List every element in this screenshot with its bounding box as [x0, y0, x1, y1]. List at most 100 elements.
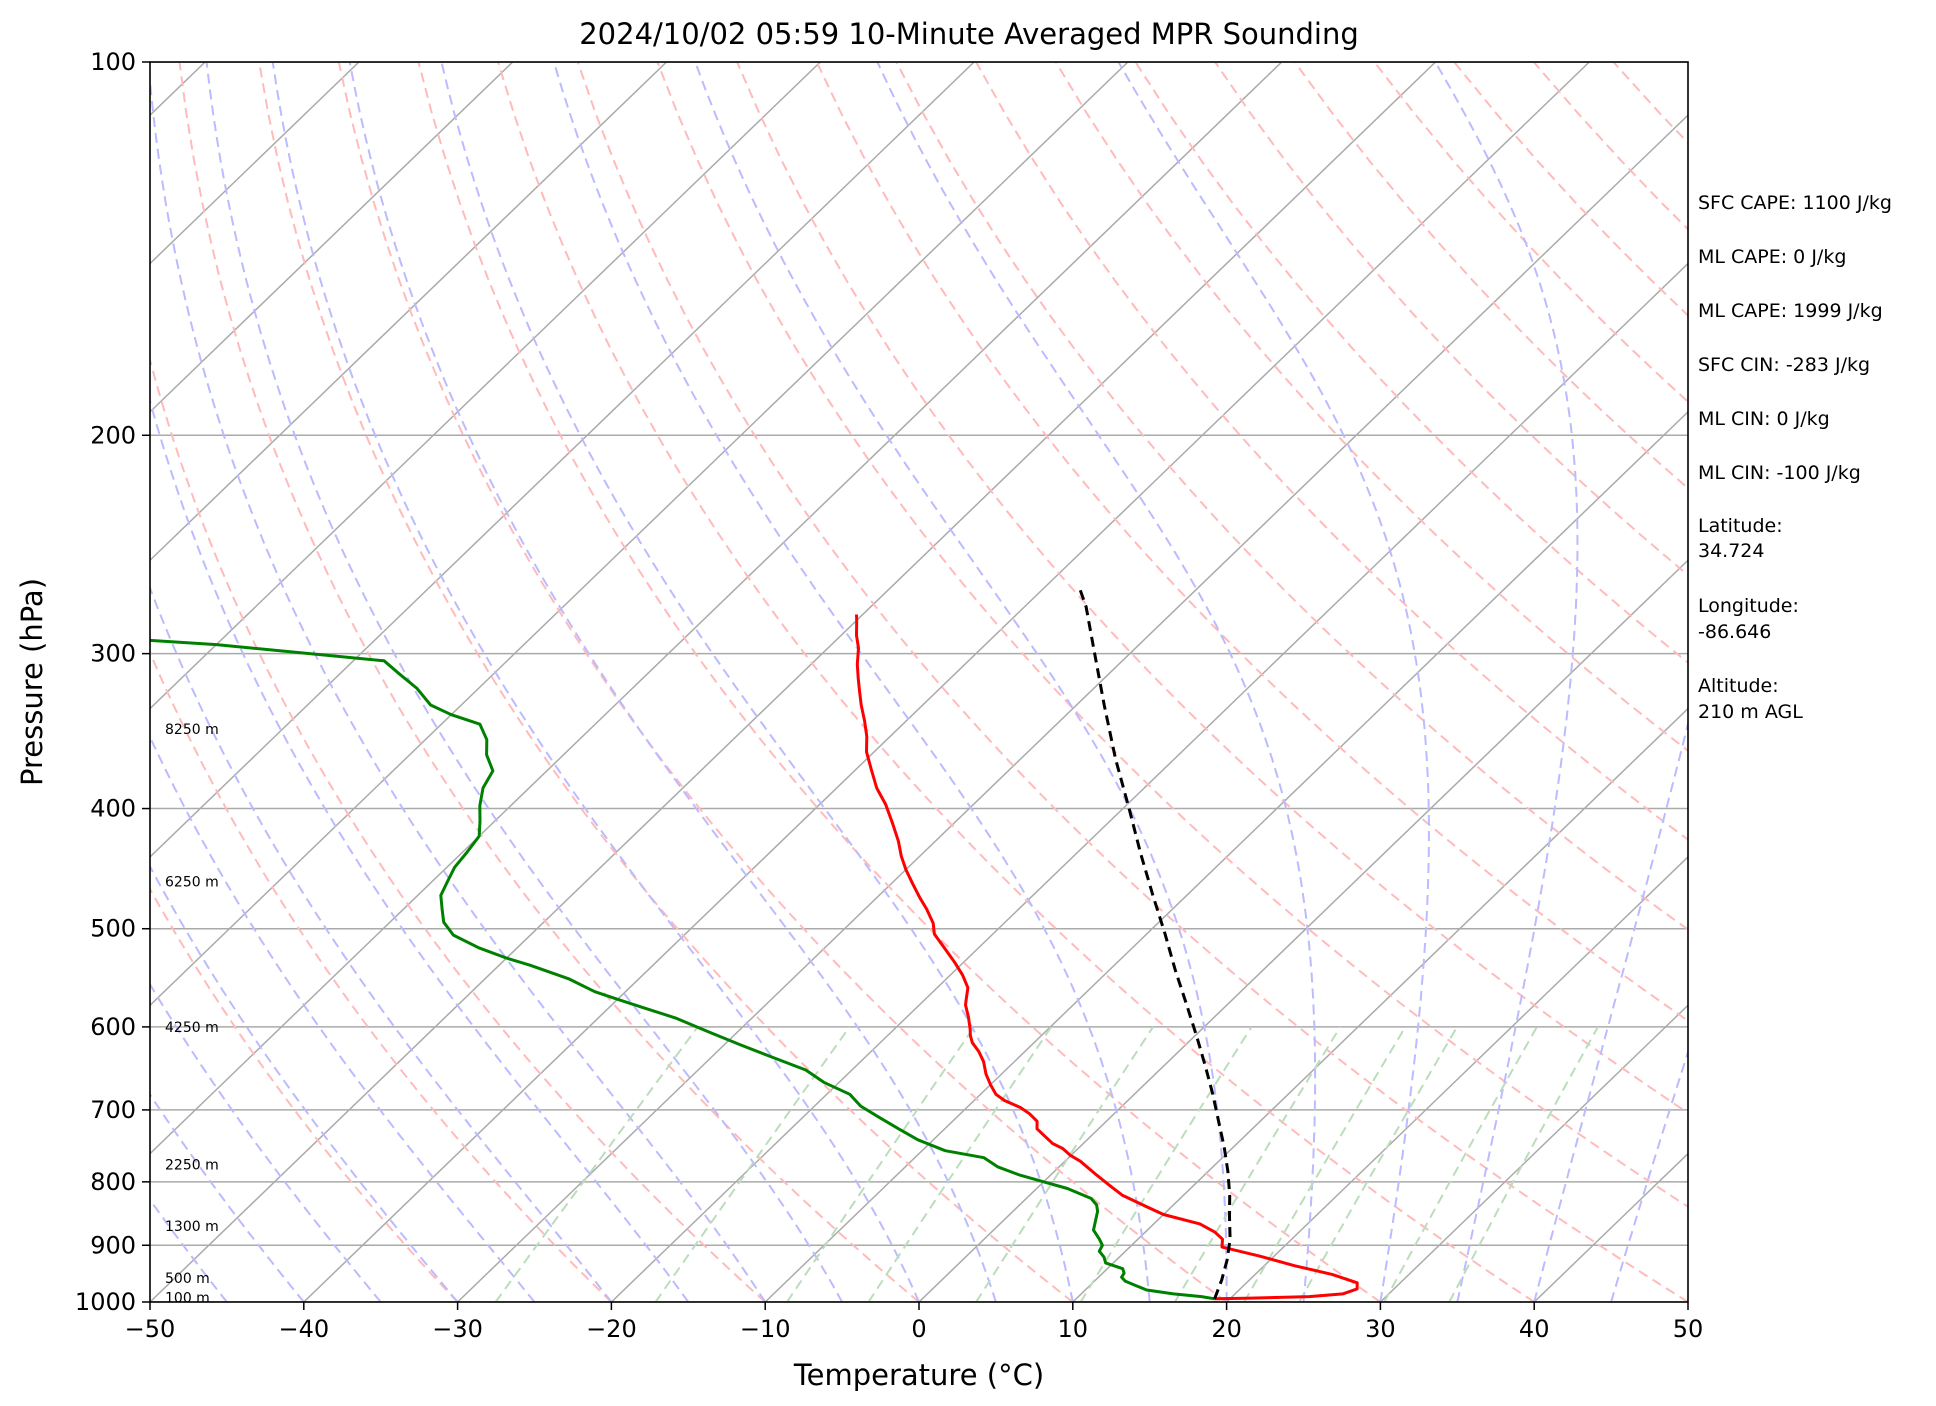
mixing-ratio-line: [1079, 1026, 1253, 1302]
x-tick-label: 30: [1365, 1315, 1396, 1343]
y-tick-label: 800: [90, 1168, 136, 1196]
ml-cin-text: ML CIN: 0 J/kg: [1698, 408, 1830, 430]
moist-adiabat-line: [876, 62, 1317, 1302]
height-label: 6250 m: [165, 874, 219, 890]
moist-adiabat-line: [1434, 62, 1579, 1302]
altitude-label: Altitude:: [1698, 675, 1779, 697]
y-tick-label: 600: [90, 1013, 136, 1041]
temperature-line: [855, 614, 1359, 1301]
info-panel: SFC CAPE: 1100 J/kg ML CAPE: 0 J/kg ML C…: [1698, 192, 1892, 723]
mixing-ratio-line: [975, 1026, 1154, 1302]
mixing-ratio-line: [867, 1026, 1053, 1302]
dry-adiabat-line: [656, 62, 1688, 1208]
x-tick-label: −10: [740, 1315, 791, 1343]
x-tick-label: −40: [278, 1315, 329, 1343]
dry-adiabat-line: [497, 62, 1535, 1302]
y-tick-label: 100: [90, 48, 136, 76]
mixing-ratio-line: [1448, 1026, 1599, 1302]
dewpoint-line: [150, 638, 1215, 1301]
moist-adiabat-line: [1117, 62, 1430, 1302]
mixing-ratio-line: [654, 1026, 851, 1302]
dry-adiabat-line: [150, 886, 459, 1302]
dry-adiabat-line: [417, 62, 1381, 1302]
sfc-cape-text: SFC CAPE: 1100 J/kg: [1698, 192, 1892, 214]
isotherm-line: [1379, 1004, 1688, 1302]
moist-adiabat-line: [150, 734, 536, 1302]
sounding-lines: [150, 586, 1359, 1301]
x-tick-label: 40: [1519, 1315, 1550, 1343]
dry-adiabat-line: [1054, 62, 1688, 752]
moist-adiabat-line: [694, 62, 1228, 1302]
longitude-value: -86.646: [1698, 621, 1771, 643]
isotherm-line: [918, 559, 1688, 1302]
height-label: 100 m: [165, 1291, 210, 1307]
isotherm-line: [610, 262, 1688, 1302]
y-tick-label: 1000: [75, 1288, 136, 1316]
height-label: 1300 m: [165, 1219, 219, 1235]
x-tick-label: 50: [1673, 1315, 1704, 1343]
x-tick-label: 10: [1058, 1315, 1089, 1343]
moist-adiabat-line: [552, 62, 1151, 1302]
x-tick-label: −50: [125, 1315, 176, 1343]
dry-adiabat-line: [150, 650, 613, 1302]
chart-title: 2024/10/02 05:59 10-Minute Averaged MPR …: [579, 17, 1359, 51]
altitude-value: 210 m AGL: [1698, 701, 1803, 723]
ml-cape-text-2: ML CAPE: 1999 J/kg: [1698, 300, 1883, 322]
mixing-ratio-line: [786, 1026, 976, 1302]
height-label: 4250 m: [165, 1020, 219, 1036]
ml-cin-text-2: ML CIN: -100 J/kg: [1698, 462, 1861, 484]
height-label: 500 m: [165, 1271, 210, 1287]
dry-adiabat-line: [736, 62, 1688, 1115]
dry-adiabat-line: [150, 356, 766, 1302]
height-labels: 8250 m 6250 m 4250 m 2250 m 1300 m 500 m 100 m: [165, 722, 219, 1307]
height-label: 8250 m: [165, 722, 219, 738]
moist-adiabat-line: [150, 864, 459, 1302]
moist-adiabat-line: [271, 62, 920, 1302]
latitude-value: 34.724: [1698, 540, 1764, 562]
x-axis-title: Temperature (°C): [793, 1358, 1044, 1392]
moist-adiabat-line: [440, 62, 1074, 1302]
isotherm-line: [1226, 855, 1688, 1302]
moist-adiabat-line: [150, 69, 767, 1302]
y-tick-label: 300: [90, 640, 136, 668]
y-axis-title: Pressure (hPa): [15, 578, 49, 786]
mixing-ratio-line: [494, 1026, 699, 1302]
longitude-label: Longitude:: [1698, 595, 1799, 617]
isotherm-line: [764, 410, 1688, 1302]
x-tick-label: −20: [586, 1315, 637, 1343]
sfc-cin-text: SFC CIN: -283 J/kg: [1698, 354, 1870, 376]
y-tick-label: 700: [90, 1096, 136, 1124]
ml-cape-text: ML CAPE: 0 J/kg: [1698, 246, 1846, 268]
x-axis: −50 −40 −30 −20 −10 0 10 20 30 40 50: [125, 1302, 1704, 1343]
dry-adiabat-line: [337, 62, 1228, 1302]
isotherm-line: [457, 114, 1688, 1302]
isotherm-line: [303, 62, 1590, 1302]
moist-adiabat-line: [205, 62, 843, 1302]
moist-adiabat-line: [150, 982, 382, 1302]
isotherm-line: [150, 62, 975, 858]
dry-adiabat-line: [975, 62, 1688, 841]
mixing-ratio-line: [1383, 1026, 1538, 1302]
moist-adiabat-line: [348, 62, 997, 1302]
y-axis: 100 200 300 400 500 600 700 800 900 1000: [75, 48, 150, 1316]
dry-adiabat-line: [815, 62, 1688, 1022]
x-tick-label: 20: [1211, 1315, 1242, 1343]
y-tick-label: 200: [90, 421, 136, 449]
dry-adiabat-line: [258, 62, 1074, 1302]
isotherm-line: [150, 62, 821, 710]
background-lines: [150, 62, 1688, 1302]
x-tick-label: 0: [911, 1315, 926, 1343]
moist-adiabat-line: [150, 397, 690, 1302]
dry-adiabat-line: [1214, 62, 1688, 577]
y-tick-label: 500: [90, 915, 136, 943]
isotherm-line: [150, 62, 514, 413]
dry-adiabat-line: [178, 62, 920, 1302]
isotherm-line: [150, 62, 668, 562]
latitude-label: Latitude:: [1698, 515, 1783, 537]
isotherm-line: [150, 62, 1283, 1155]
dry-adiabat-line: [576, 62, 1688, 1302]
y-tick-label: 900: [90, 1231, 136, 1259]
dry-adiabat-line: [895, 62, 1688, 931]
